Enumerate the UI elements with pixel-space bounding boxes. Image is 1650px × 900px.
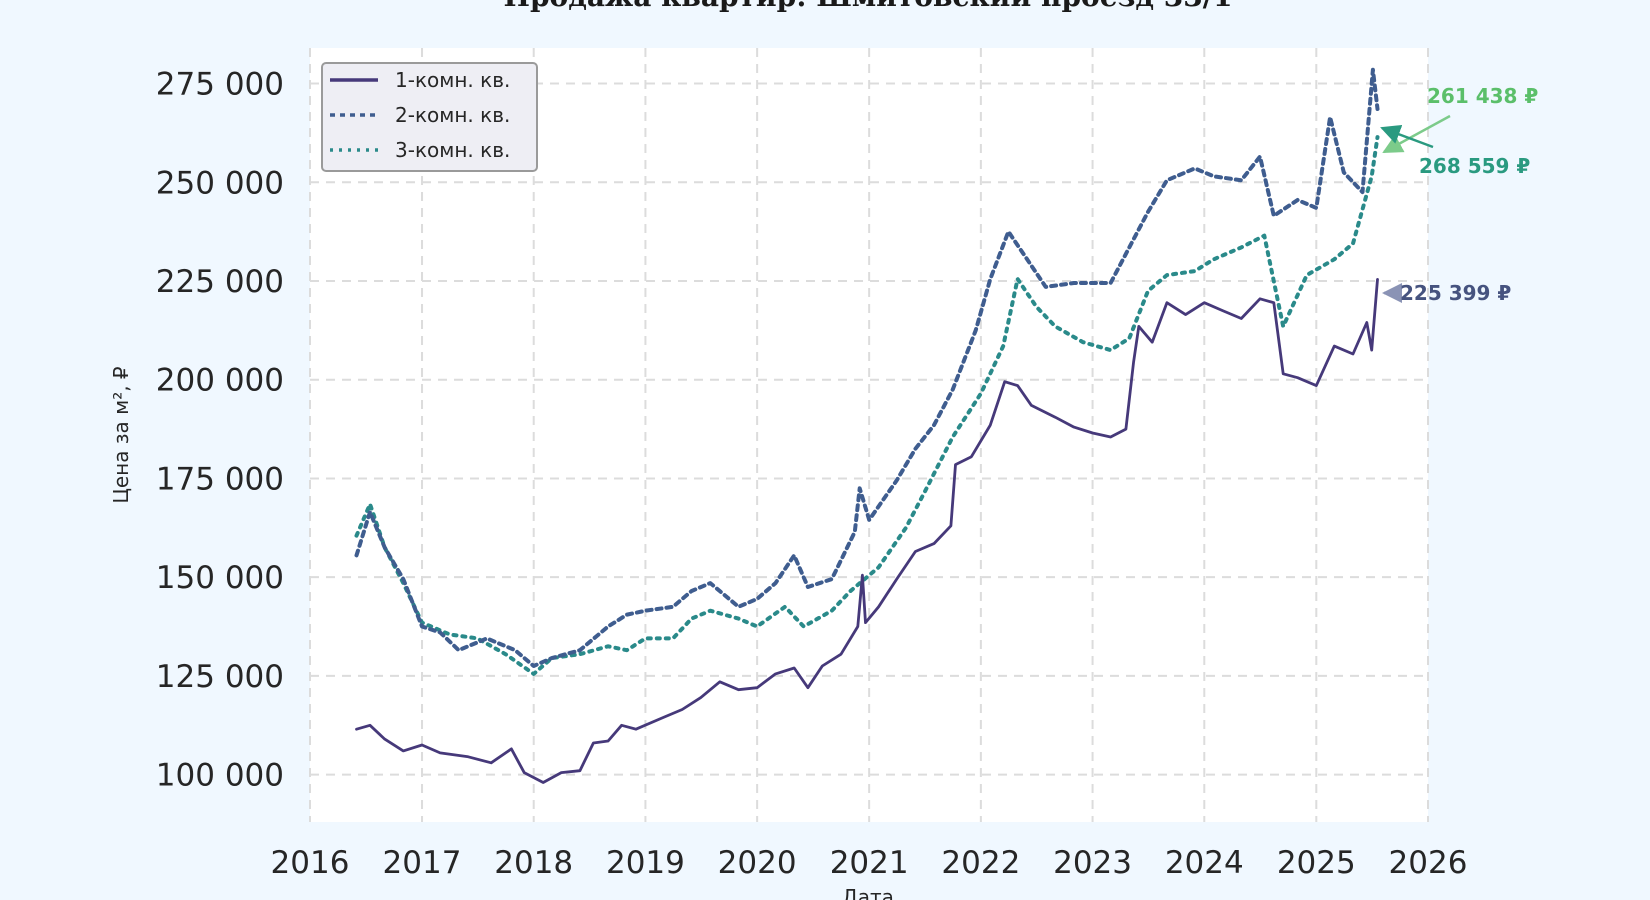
y-tick-label: 125 000 bbox=[156, 659, 284, 695]
y-axis-label: Цена за м², ₽ bbox=[109, 366, 133, 504]
y-tick-label: 150 000 bbox=[156, 560, 284, 596]
x-tick-label: 2024 bbox=[1165, 845, 1244, 881]
x-tick-label: 2021 bbox=[830, 845, 909, 881]
series-lines bbox=[354, 67, 1380, 784]
grid bbox=[309, 48, 1429, 822]
annotation-arrow-2-room bbox=[1380, 124, 1434, 149]
y-tick-label: 175 000 bbox=[156, 461, 284, 497]
y-tick-label: 200 000 bbox=[156, 363, 284, 399]
x-tick-label: 2026 bbox=[1389, 845, 1468, 881]
annotation-2-room: 268 559 ₽ bbox=[1419, 154, 1530, 178]
x-tick-label: 2019 bbox=[606, 845, 685, 881]
annotation-3-room: 261 438 ₽ bbox=[1427, 84, 1538, 108]
series-line-3-room bbox=[354, 135, 1380, 676]
x-tick-label: 2016 bbox=[271, 845, 350, 881]
x-tick-label: 2023 bbox=[1053, 845, 1132, 881]
x-tick-label: 2018 bbox=[494, 845, 573, 881]
legend: 1-комн. кв. 2-комн. кв. 3-комн. кв. bbox=[321, 62, 538, 172]
x-tick-label: 2025 bbox=[1277, 845, 1356, 881]
annotations: 261 438 ₽ 268 559 ₽ 225 399 ₽ bbox=[1380, 84, 1538, 305]
legend-box bbox=[321, 62, 538, 172]
legend-label-2-room: 2-комн. кв. bbox=[395, 103, 510, 127]
y-axis-ticks: 100 000 125 000 150 000 175 000 200 000 225 0… bbox=[156, 67, 284, 794]
x-tick-label: 2020 bbox=[718, 845, 797, 881]
y-tick-label: 250 000 bbox=[156, 165, 284, 201]
y-tick-label: 275 000 bbox=[156, 67, 284, 103]
x-tick-label: 2022 bbox=[941, 845, 1020, 881]
x-tick-label: 2017 bbox=[383, 845, 462, 881]
x-axis-ticks: 2016 2017 2018 2019 2020 2021 2022 2023 2024 2025… bbox=[271, 845, 1468, 881]
chart-title: Продажа квартир: Шмитовский проезд 33/1 bbox=[504, 0, 1233, 13]
y-tick-label: 100 000 bbox=[156, 758, 284, 794]
annotation-1-room: 225 399 ₽ bbox=[1400, 281, 1511, 305]
y-tick-label: 225 000 bbox=[156, 264, 284, 300]
x-axis-label: Дата bbox=[842, 885, 894, 900]
series-line-1-room bbox=[355, 278, 1379, 784]
legend-label-3-room: 3-комн. кв. bbox=[395, 138, 510, 162]
series-line-2-room bbox=[354, 67, 1380, 668]
annotation-arrow-3-room bbox=[1382, 114, 1451, 154]
legend-label-1-room: 1-комн. кв. bbox=[395, 68, 510, 92]
